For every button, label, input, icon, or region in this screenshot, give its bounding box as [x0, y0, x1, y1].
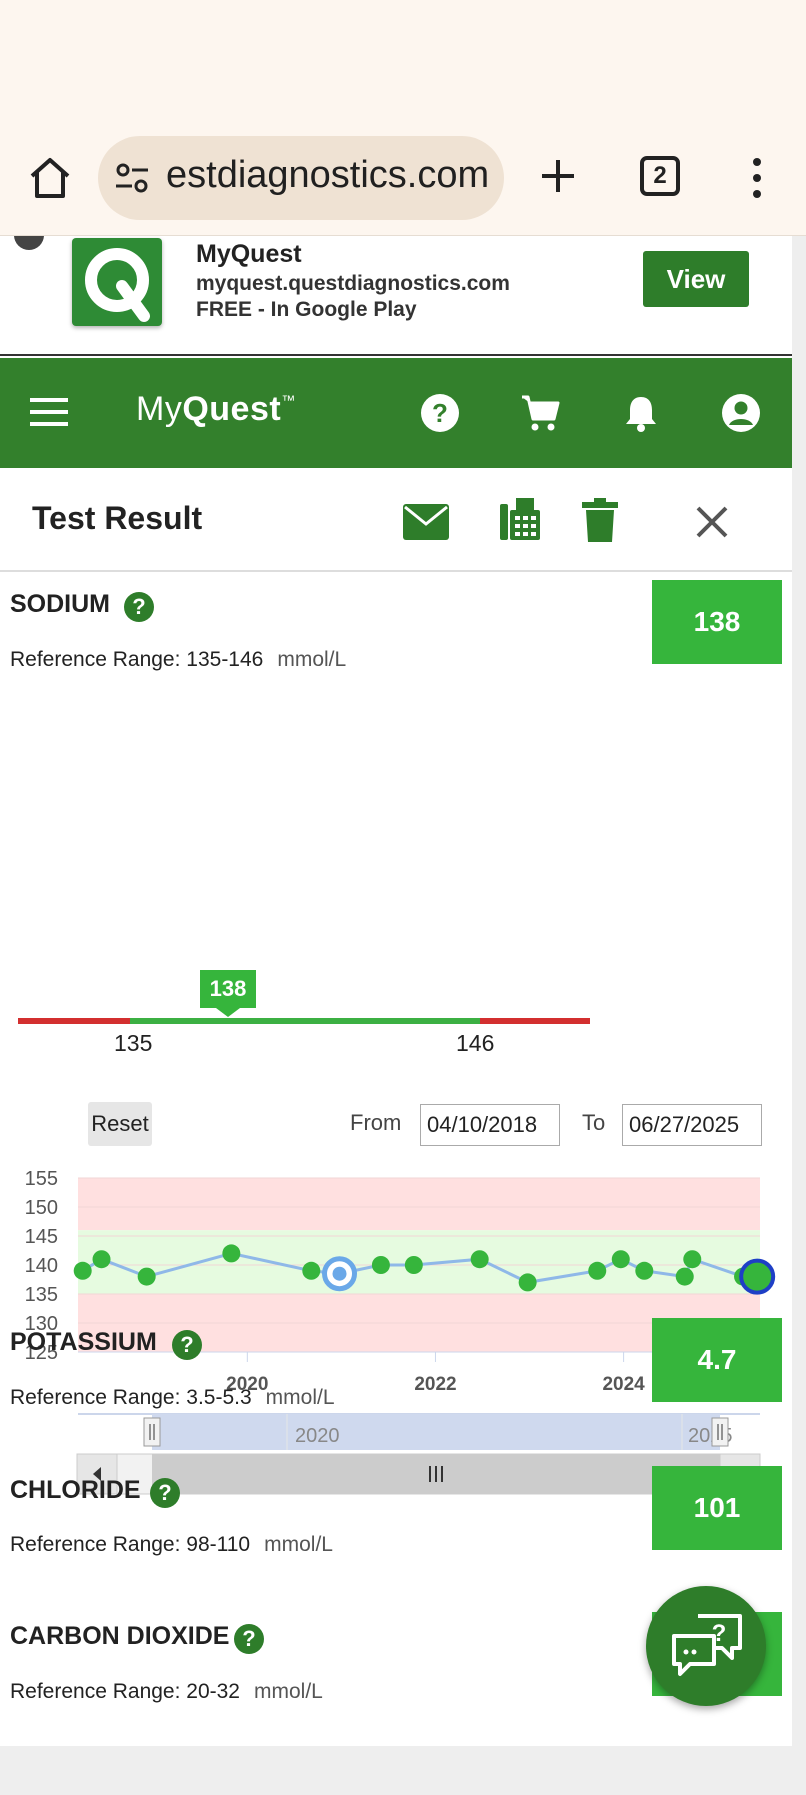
y-tick-label: 130 — [25, 1313, 58, 1335]
data-point — [470, 1250, 489, 1269]
fax-icon[interactable] — [496, 496, 544, 544]
potassium-reference-range: Reference Range: 3.5-5.3 mmol/L — [10, 1386, 335, 1409]
x-tick-label: 2020 — [226, 1374, 268, 1395]
data-point — [302, 1261, 321, 1280]
y-tick-label: 155 — [25, 1168, 58, 1190]
scroll-left-arrow — [93, 1467, 101, 1481]
test-name-potassium: POTASSIUM — [10, 1328, 157, 1356]
url-bar[interactable]: estdiagnostics.com — [98, 136, 504, 220]
data-point — [518, 1273, 537, 1292]
carbon-dioxide-help-icon[interactable]: ? — [234, 1624, 264, 1654]
close-icon[interactable] — [688, 498, 736, 546]
chat-help-icon: ? — [672, 1614, 742, 1676]
cart-icon[interactable] — [520, 393, 560, 433]
potassium-help-icon[interactable]: ? — [172, 1330, 202, 1360]
data-point — [683, 1250, 702, 1269]
latest-point — [739, 1258, 776, 1295]
browser-menu-icon[interactable] — [744, 154, 770, 202]
selected-point-core — [332, 1266, 347, 1281]
new-tab-icon[interactable] — [534, 152, 582, 200]
status-bar — [0, 0, 806, 120]
to-date-input[interactable]: 06/27/2025 — [622, 1104, 762, 1146]
sodium-help-icon[interactable]: ? — [124, 592, 154, 622]
hamburger-menu-icon[interactable] — [30, 398, 68, 428]
mail-icon[interactable] — [402, 498, 450, 546]
trash-icon[interactable] — [576, 496, 624, 544]
banner-close-icon[interactable] — [14, 236, 44, 250]
range-normal-segment — [130, 1018, 480, 1024]
site-settings-icon[interactable] — [114, 160, 150, 196]
potassium-value-badge: 4.7 — [652, 1318, 782, 1402]
navigator-handle — [143, 1417, 161, 1447]
svg-text:?: ? — [712, 1620, 727, 1647]
app-install-banner: MyQuest myquest.questdiagnostics.com FRE… — [0, 236, 792, 356]
range-low-segment — [18, 1018, 130, 1024]
from-label: From — [350, 1110, 402, 1135]
chat-help-button[interactable]: ? — [646, 1586, 766, 1706]
scroll-gutter — [792, 236, 806, 1746]
data-point — [222, 1244, 241, 1263]
bell-icon[interactable] — [621, 393, 661, 433]
from-date-input[interactable]: 04/10/2018 — [420, 1104, 560, 1146]
navigator-handle — [711, 1417, 729, 1447]
app-name: MyQuest — [196, 240, 302, 268]
site-navbar: MyQuest™ ? — [0, 358, 792, 468]
data-point — [92, 1250, 111, 1269]
x-tick-label: 2024 — [602, 1374, 645, 1395]
data-point — [73, 1261, 92, 1280]
myquest-app-icon — [72, 238, 162, 326]
y-tick-label: 135 — [25, 1284, 58, 1306]
y-tick-label: 125 — [25, 1342, 58, 1364]
view-app-button[interactable]: View — [643, 251, 749, 307]
x-tick-label: 2022 — [414, 1374, 456, 1395]
browser-toolbar: estdiagnostics.com 2 — [0, 120, 806, 236]
data-point — [675, 1267, 694, 1286]
myquest-logo[interactable]: MyQuest™ — [136, 390, 296, 428]
data-point — [635, 1261, 654, 1280]
help-icon[interactable]: ? — [420, 393, 460, 433]
data-point — [611, 1250, 630, 1269]
svg-text:?: ? — [432, 398, 448, 428]
range-marker: 138 — [200, 970, 256, 1017]
chloride-reference-range: Reference Range: 98-110 mmol/L — [10, 1533, 333, 1556]
data-point — [371, 1256, 390, 1274]
sodium-reference-range: Reference Range: 135-146 mmol/L — [10, 648, 347, 671]
test-name-sodium: SODIUM — [10, 590, 110, 618]
carbon-dioxide-reference-range: Reference Range: 20-32 mmol/L — [10, 1680, 323, 1703]
y-tick-label: 140 — [25, 1255, 58, 1277]
app-price: FREE - In Google Play — [196, 298, 417, 321]
result-header: Test Result — [0, 468, 792, 572]
navigator-selection — [152, 1414, 720, 1450]
range-low-label: 135 — [114, 1030, 153, 1056]
home-icon[interactable] — [26, 154, 74, 202]
chloride-value-badge: 101 — [652, 1466, 782, 1550]
chloride-help-icon[interactable]: ? — [150, 1478, 180, 1508]
data-point — [404, 1256, 423, 1274]
range-high-segment — [480, 1018, 590, 1024]
to-label: To — [582, 1110, 606, 1135]
reset-zoom-button[interactable]: Reset — [88, 1102, 152, 1146]
navigator-tick-label: 2020 — [295, 1425, 340, 1447]
app-url: myquest.questdiagnostics.com — [196, 272, 510, 295]
test-name-carbon-dioxide: CARBON DIOXIDE — [10, 1622, 230, 1650]
range-high-label: 146 — [456, 1030, 495, 1056]
y-tick-label: 150 — [25, 1197, 58, 1219]
data-point — [137, 1267, 156, 1286]
y-tick-label: 145 — [25, 1226, 58, 1248]
data-point — [588, 1261, 607, 1280]
sodium-value-badge: 138 — [652, 580, 782, 664]
high-band — [78, 1178, 760, 1231]
url-text[interactable]: estdiagnostics.com — [166, 154, 490, 196]
web-page: MyQuest myquest.questdiagnostics.com FRE… — [0, 236, 792, 1746]
test-name-chloride: CHLORIDE — [10, 1476, 141, 1504]
tab-switcher-button[interactable]: 2 — [640, 156, 680, 196]
page-title: Test Result — [32, 500, 203, 536]
account-icon[interactable] — [721, 393, 761, 433]
